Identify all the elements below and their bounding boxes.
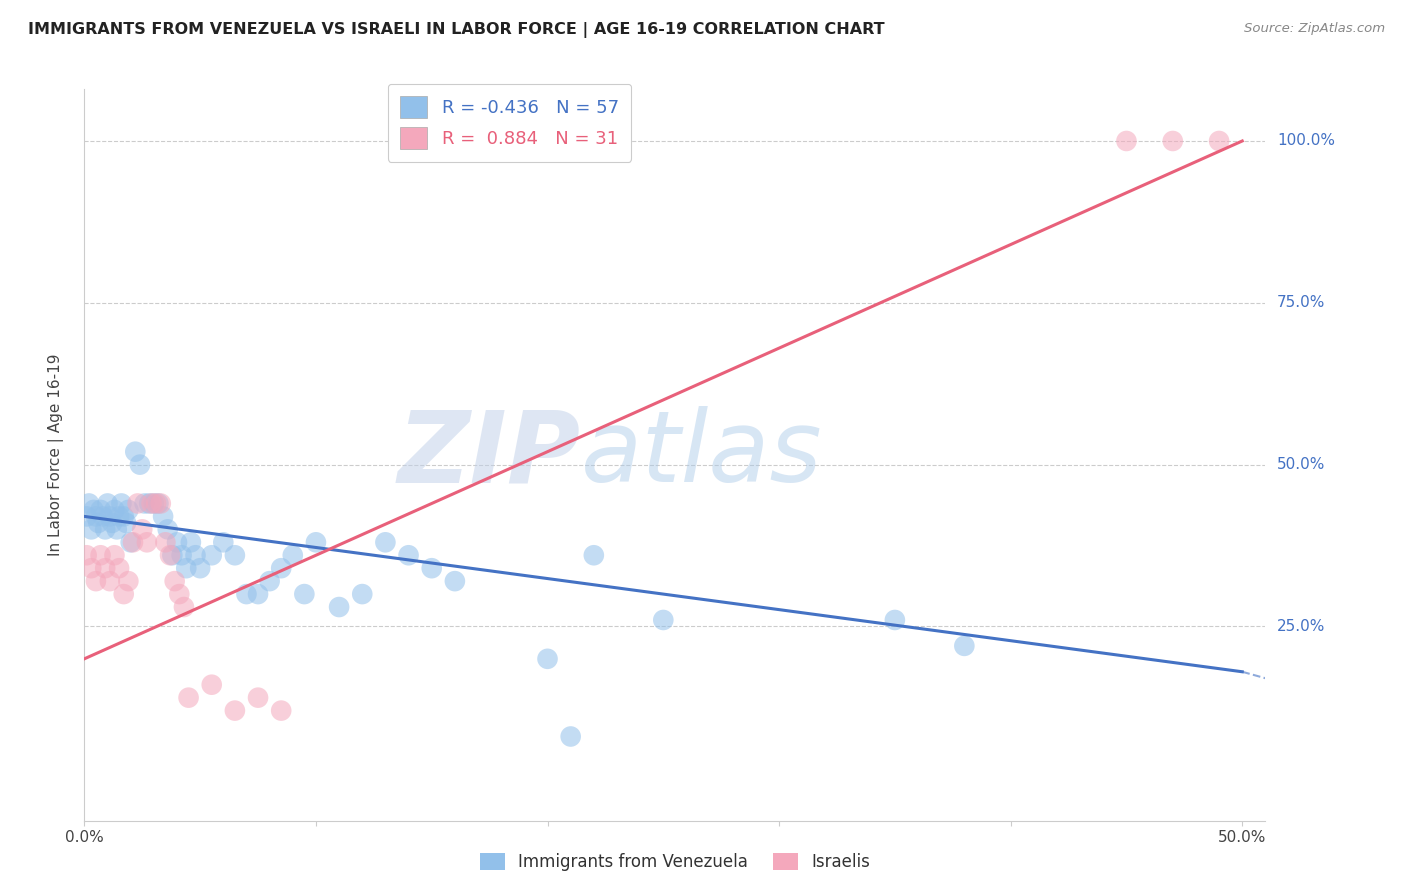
Point xyxy=(120,535,142,549)
Point xyxy=(328,600,350,615)
Point xyxy=(94,561,117,575)
Point xyxy=(127,496,149,510)
Point xyxy=(103,548,125,562)
Legend: R = -0.436   N = 57, R =  0.884   N = 31: R = -0.436 N = 57, R = 0.884 N = 31 xyxy=(388,84,631,162)
Point xyxy=(124,444,146,458)
Point xyxy=(170,548,193,562)
Point xyxy=(129,458,152,472)
Point xyxy=(94,522,117,536)
Text: 50.0%: 50.0% xyxy=(1277,457,1326,472)
Point xyxy=(112,587,135,601)
Point xyxy=(76,509,98,524)
Point xyxy=(1208,134,1230,148)
Point xyxy=(105,522,128,536)
Text: 75.0%: 75.0% xyxy=(1277,295,1326,310)
Point xyxy=(108,561,131,575)
Point xyxy=(156,522,179,536)
Point xyxy=(145,496,167,510)
Text: Source: ZipAtlas.com: Source: ZipAtlas.com xyxy=(1244,22,1385,36)
Point xyxy=(98,509,121,524)
Point xyxy=(305,535,328,549)
Point xyxy=(103,503,125,517)
Point xyxy=(235,587,257,601)
Text: atlas: atlas xyxy=(581,407,823,503)
Point xyxy=(560,730,582,744)
Point xyxy=(270,561,292,575)
Point xyxy=(134,496,156,510)
Point xyxy=(110,496,132,510)
Point xyxy=(259,574,281,589)
Text: ZIP: ZIP xyxy=(398,407,581,503)
Point xyxy=(84,574,107,589)
Point xyxy=(953,639,976,653)
Point xyxy=(80,561,103,575)
Point xyxy=(77,496,100,510)
Point xyxy=(149,496,172,510)
Point xyxy=(1161,134,1184,148)
Point xyxy=(162,548,184,562)
Point xyxy=(173,600,195,615)
Point xyxy=(159,548,181,562)
Point xyxy=(1115,134,1137,148)
Point xyxy=(90,548,112,562)
Point xyxy=(177,690,200,705)
Point xyxy=(247,690,270,705)
Point xyxy=(148,496,170,510)
Point xyxy=(212,535,235,549)
Point xyxy=(174,561,197,575)
Point xyxy=(98,574,121,589)
Point xyxy=(142,496,165,510)
Point xyxy=(96,496,118,510)
Point xyxy=(180,535,202,549)
Text: 100.0%: 100.0% xyxy=(1277,134,1336,148)
Point xyxy=(270,704,292,718)
Point xyxy=(292,587,315,601)
Point xyxy=(224,704,246,718)
Point xyxy=(112,509,135,524)
Point xyxy=(117,574,139,589)
Point xyxy=(536,652,558,666)
Text: 25.0%: 25.0% xyxy=(1277,619,1326,634)
Point xyxy=(163,574,186,589)
Point xyxy=(90,503,112,517)
Point xyxy=(201,548,224,562)
Y-axis label: In Labor Force | Age 16-19: In Labor Force | Age 16-19 xyxy=(48,353,63,557)
Point xyxy=(155,535,177,549)
Point xyxy=(281,548,304,562)
Text: IMMIGRANTS FROM VENEZUELA VS ISRAELI IN LABOR FORCE | AGE 16-19 CORRELATION CHAR: IMMIGRANTS FROM VENEZUELA VS ISRAELI IN … xyxy=(28,22,884,38)
Point xyxy=(582,548,605,562)
Point xyxy=(152,509,174,524)
Point xyxy=(108,509,131,524)
Legend: Immigrants from Venezuela, Israelis: Immigrants from Venezuela, Israelis xyxy=(471,845,879,880)
Point xyxy=(138,496,160,510)
Point xyxy=(117,503,139,517)
Point xyxy=(131,522,153,536)
Point xyxy=(166,535,188,549)
Point xyxy=(420,561,443,575)
Point xyxy=(398,548,420,562)
Point xyxy=(184,548,207,562)
Point xyxy=(201,678,224,692)
Point xyxy=(76,548,98,562)
Point xyxy=(135,535,157,549)
Point xyxy=(224,548,246,562)
Point xyxy=(652,613,675,627)
Point xyxy=(83,503,105,517)
Point xyxy=(352,587,374,601)
Point xyxy=(84,509,107,524)
Point xyxy=(444,574,467,589)
Point xyxy=(122,535,145,549)
Point xyxy=(247,587,270,601)
Point xyxy=(87,516,110,530)
Point xyxy=(883,613,905,627)
Point xyxy=(101,516,124,530)
Point xyxy=(169,587,191,601)
Point xyxy=(141,496,163,510)
Point xyxy=(80,522,103,536)
Point xyxy=(188,561,211,575)
Point xyxy=(91,509,114,524)
Point xyxy=(115,516,138,530)
Point xyxy=(374,535,396,549)
